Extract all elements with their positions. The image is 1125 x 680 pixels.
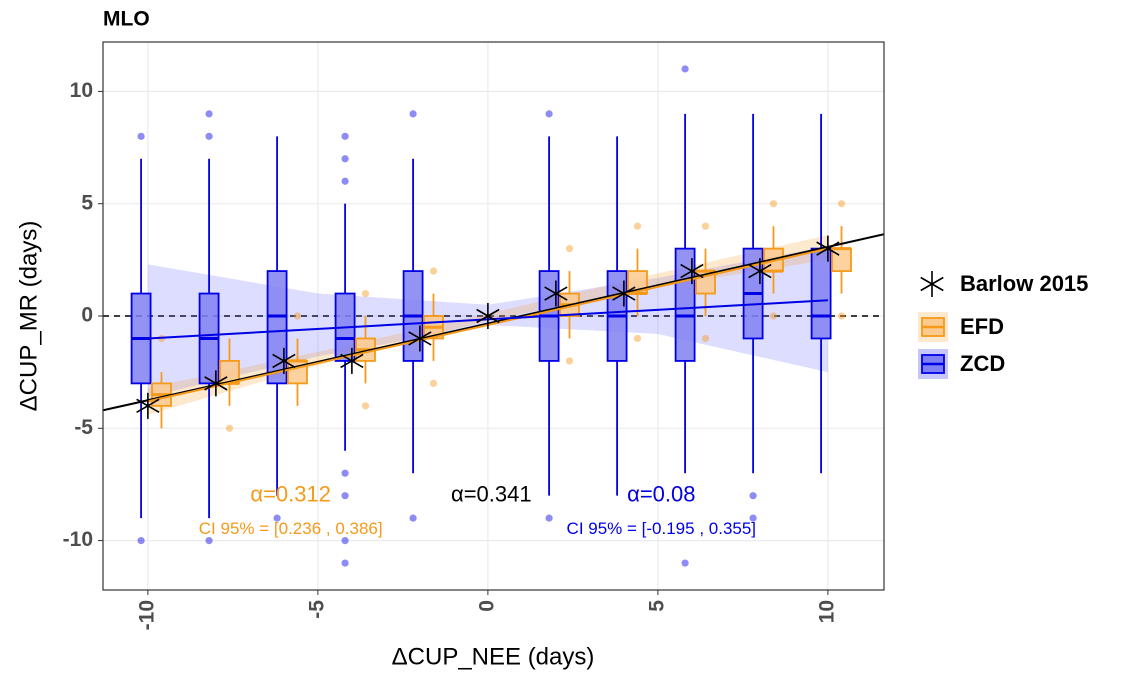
outlier: [701, 222, 710, 230]
x-tick-label: -10: [135, 600, 158, 630]
plot-area: α=0.312 CI 95% = [0.236 , 0.386] α=0.341 α=…: [103, 42, 884, 590]
outlier: [205, 132, 213, 140]
barlow-point: [136, 392, 160, 419]
fit-line: [103, 233, 884, 412]
outlier: [749, 514, 757, 522]
barlow-point: [340, 347, 364, 374]
outlier: [341, 536, 349, 545]
legend-key: [920, 271, 944, 297]
outlier: [205, 536, 213, 545]
outlier: [341, 559, 349, 567]
annotation: α=0.312: [250, 481, 331, 506]
outlier: [341, 492, 349, 500]
barlow-point: [408, 325, 432, 352]
outlier: [633, 222, 642, 230]
outlier: [545, 514, 553, 522]
barlow-point: [204, 370, 228, 397]
outlier: [769, 312, 778, 320]
box: [674, 247, 696, 362]
x-tick-label: 10: [815, 600, 838, 623]
x-tick-label: 5: [645, 600, 668, 612]
annotation: α=0.08: [627, 481, 695, 506]
outlier: [429, 379, 438, 387]
outlier: [769, 200, 778, 208]
outlier: [273, 514, 281, 522]
chart-title: MLO: [103, 8, 150, 31]
outlier: [565, 357, 574, 365]
barlow-point: [476, 303, 500, 329]
outlier: [293, 312, 302, 320]
outlier: [341, 155, 349, 163]
barlow-point: [680, 258, 704, 285]
outlier: [225, 424, 234, 432]
outlier: [341, 177, 349, 185]
barlow-point: [272, 347, 296, 374]
confidence-band: [147, 235, 828, 415]
outlier: [409, 514, 417, 522]
annotation: CI 95% = [0.236 , 0.386]: [199, 519, 383, 538]
barlow-point: [612, 280, 636, 307]
outlier: [633, 334, 642, 343]
outlier: [429, 267, 438, 275]
y-axis-label: ΔCUP_MR (days): [15, 221, 42, 412]
outlier: [837, 200, 846, 208]
legend-label: Barlow 2015: [960, 271, 1088, 296]
box: [266, 270, 288, 385]
outlier: [137, 132, 145, 140]
outlier: [137, 536, 145, 545]
y-tick-label: 0: [81, 304, 93, 327]
outlier: [341, 469, 349, 477]
outlier: [837, 312, 846, 320]
outlier: [701, 334, 710, 343]
legend-label: EFD: [960, 314, 1004, 339]
y-tick-label: 10: [70, 79, 93, 102]
outlier: [545, 110, 553, 118]
outlier: [565, 245, 574, 253]
outlier: [681, 65, 689, 73]
box: [810, 247, 832, 340]
annotation: α=0.341: [451, 481, 532, 506]
outlier: [749, 492, 757, 500]
x-tick-label: -5: [305, 600, 328, 619]
x-axis-label: ΔCUP_NEE (days): [392, 643, 595, 670]
outlier: [681, 559, 689, 567]
barlow-point: [544, 280, 568, 307]
annotation: CI 95% = [-0.195 , 0.355]: [567, 519, 756, 538]
outlier: [409, 110, 417, 118]
y-tick-label: -5: [74, 416, 93, 439]
y-tick-label: 5: [81, 191, 93, 214]
outlier: [205, 110, 213, 118]
panel-border: [102, 41, 885, 591]
outlier: [361, 402, 370, 410]
y-tick-label: -10: [63, 528, 93, 551]
x-tick-label: 0: [475, 600, 498, 612]
legend-label: ZCD: [960, 351, 1005, 376]
barlow-point: [748, 258, 772, 285]
outlier: [341, 132, 349, 140]
barlow-point: [816, 235, 840, 262]
outlier: [361, 289, 370, 298]
